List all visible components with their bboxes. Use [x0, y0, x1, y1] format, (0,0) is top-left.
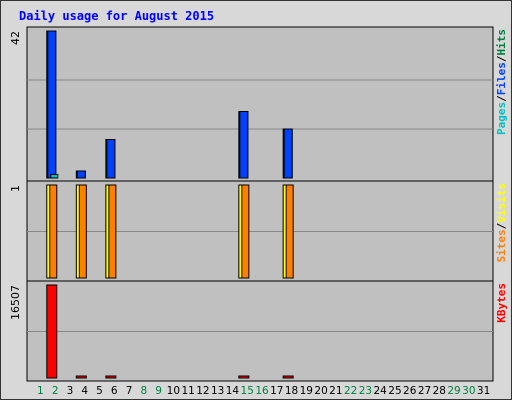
x-tick-label: 18 — [285, 385, 298, 397]
x-tick-label: 17 — [270, 385, 283, 397]
x-tick-label: 15 — [241, 385, 254, 397]
kbytes-kbytes-bar-day-15 — [238, 375, 250, 379]
x-tick-label: 30 — [462, 385, 475, 397]
x-tick-label: 1 — [37, 385, 44, 397]
visits-legend: Sites/Visits — [495, 183, 508, 263]
kbytes-kbytes-bar-day-6 — [105, 375, 117, 379]
legend-entry: / — [495, 55, 508, 62]
hits-files-bar-day-15 — [239, 111, 249, 179]
x-tick-label: 28 — [433, 385, 446, 397]
hits-files-bar-day-2 — [47, 30, 57, 179]
legend-entry: / — [495, 95, 508, 102]
x-tick-label: 29 — [447, 385, 460, 397]
legend-entry: / — [495, 222, 508, 229]
hits-legend: Pages/Files/Hits — [495, 29, 508, 135]
x-tick-label: 8 — [140, 385, 147, 397]
hits-pages-bar-day-2 — [50, 174, 59, 179]
x-tick-label: 10 — [167, 385, 180, 397]
x-tick-label: 25 — [388, 385, 401, 397]
x-tick-label: 2 — [52, 385, 59, 397]
visits-sites-bar-day-18 — [285, 184, 294, 279]
kbytes-legend: KBytes — [495, 283, 508, 323]
x-tick-label: 22 — [344, 385, 357, 397]
x-tick-label: 23 — [359, 385, 372, 397]
x-tick-label: 12 — [196, 385, 209, 397]
hits-plot-area — [26, 26, 494, 182]
kbytes-ymax-label: 16507 — [9, 285, 22, 320]
visits-ymax-label: 1 — [9, 185, 22, 192]
x-tick-label: 14 — [226, 385, 240, 397]
x-tick-label: 16 — [255, 385, 269, 397]
x-tick-label: 5 — [96, 385, 103, 397]
legend-entry: Pages — [495, 102, 508, 135]
x-tick-label: 4 — [81, 385, 88, 397]
panel-kbytes: 16507 KBytes — [9, 280, 508, 382]
x-tick-label: 3 — [67, 385, 74, 397]
legend-entry: Files — [495, 62, 508, 95]
legend-entry: Sites — [495, 229, 508, 262]
kbytes-kbytes-bar-day-2 — [46, 284, 58, 379]
x-tick-label: 11 — [181, 385, 194, 397]
visits-sites-bar-day-2 — [49, 184, 58, 279]
kbytes-kbytes-bar-day-18 — [282, 375, 294, 379]
legend-entry: KBytes — [495, 283, 508, 323]
panel-visits: 1 Sites/Visits — [9, 180, 508, 282]
x-tick-label: 26 — [403, 385, 417, 397]
x-tick-label: 20 — [314, 385, 327, 397]
hits-files-bar-day-6 — [106, 139, 116, 179]
visits-sites-bar-day-15 — [241, 184, 250, 279]
legend-entry: Visits — [495, 183, 508, 223]
x-tick-label: 9 — [155, 385, 162, 397]
x-tick-label: 21 — [329, 385, 342, 397]
x-tick-label: 24 — [374, 385, 388, 397]
visits-sites-bar-day-4 — [78, 184, 87, 279]
x-tick-label: 6 — [111, 385, 118, 397]
hits-ymax-label: 42 — [9, 31, 22, 45]
visits-sites-bar-day-6 — [108, 184, 117, 279]
hits-files-bar-day-4 — [76, 170, 86, 179]
x-tick-label: 13 — [211, 385, 224, 397]
x-tick-label: 27 — [418, 385, 431, 397]
x-tick-label: 7 — [126, 385, 133, 397]
x-tick-label: 19 — [300, 385, 313, 397]
kbytes-kbytes-bar-day-4 — [75, 375, 87, 379]
chart-title: Daily usage for August 2015 — [19, 9, 214, 23]
legend-entry: Hits — [495, 29, 508, 56]
hits-files-bar-day-18 — [283, 128, 293, 179]
x-tick-label: 31 — [477, 385, 490, 397]
